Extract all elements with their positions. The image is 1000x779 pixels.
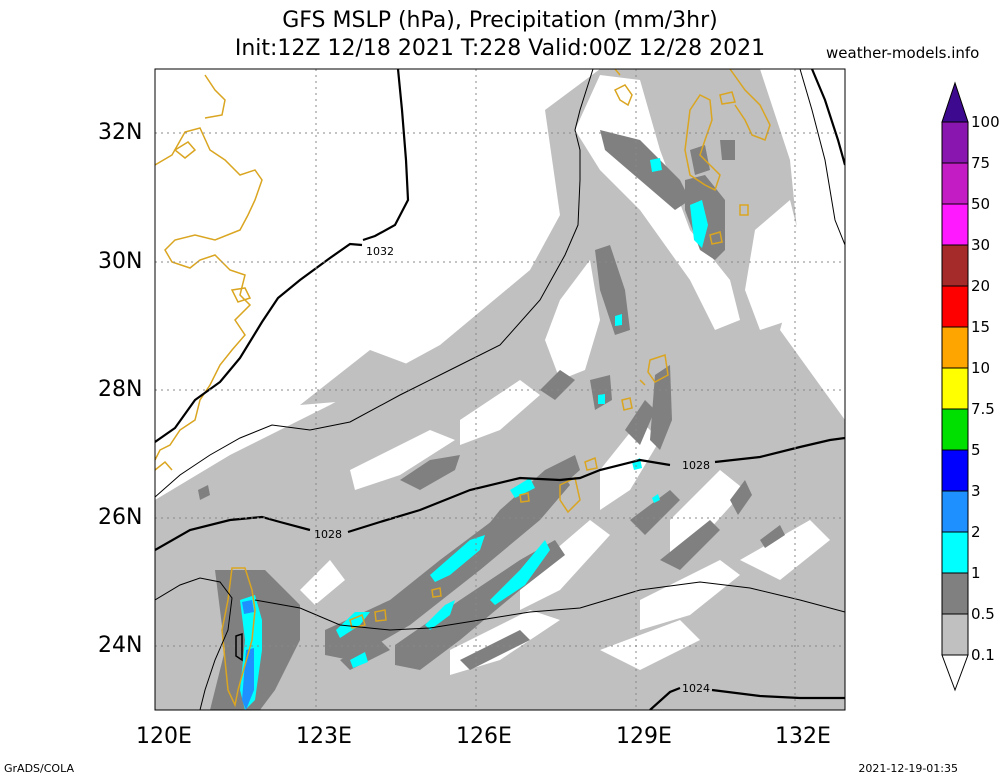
colorbar-cap-top <box>941 81 969 123</box>
map-subtitle: Init:12Z 12/18 2021 T:228 Valid:00Z 12/2… <box>234 36 766 61</box>
map-title: GFS MSLP (hPa), Precipitation (mm/3hr) <box>282 8 718 33</box>
colorbar-swatch <box>941 572 969 615</box>
colorbar-label: 75 <box>971 154 991 172</box>
colorbar-swatch <box>941 531 969 574</box>
isobar-label: 1028 <box>314 528 342 541</box>
isobar-label: 1024 <box>682 682 710 695</box>
colorbar-label: 5 <box>971 441 981 459</box>
footer-timestamp: 2021-12-19-01:35 <box>858 762 958 775</box>
colorbar-swatch <box>941 121 969 164</box>
graticule <box>155 69 845 710</box>
colorbar-label: 3 <box>971 482 981 500</box>
lat-label: 24N <box>98 633 143 658</box>
isobar-label: 1032 <box>366 245 394 258</box>
map-frame <box>154 68 846 711</box>
colorbar-swatch <box>941 285 969 328</box>
colorbar-label: 2 <box>971 523 981 541</box>
lat-label: 26N <box>98 505 143 530</box>
colorbar-swatch <box>941 408 969 451</box>
colorbar-label: 30 <box>971 236 991 254</box>
colorbar-swatch <box>941 162 969 205</box>
colorbar-cap-bottom <box>941 654 969 692</box>
colorbar-label: 15 <box>971 318 991 336</box>
colorbar-label: 20 <box>971 277 991 295</box>
colorbar-swatch <box>941 203 969 246</box>
colorbar-label: 0.1 <box>971 646 995 664</box>
lon-label: 123E <box>296 724 352 749</box>
colorbar-label: 1 <box>971 564 981 582</box>
footer-credit: GrADS/COLA <box>4 762 74 775</box>
colorbar-swatch <box>941 449 969 492</box>
colorbar-label: 10 <box>971 359 991 377</box>
precipitation-field <box>155 69 845 710</box>
lon-label: 120E <box>136 724 192 749</box>
colorbar-swatch <box>941 613 969 656</box>
lat-label: 28N <box>98 377 143 402</box>
colorbar-swatch <box>941 367 969 410</box>
colorbar-swatch <box>941 490 969 533</box>
colorbar <box>941 81 969 692</box>
isobar-label: 1028 <box>682 459 710 472</box>
colorbar-swatch <box>941 326 969 369</box>
colorbar-swatch <box>941 244 969 287</box>
lon-label: 126E <box>456 724 512 749</box>
site-label: weather-models.info <box>826 44 980 62</box>
colorbar-label: 7.5 <box>971 400 995 418</box>
lat-label: 32N <box>98 120 143 145</box>
colorbar-label: 0.5 <box>971 605 995 623</box>
colorbar-label: 50 <box>971 195 991 213</box>
colorbar-label: 100 <box>971 113 1000 131</box>
lon-label: 129E <box>616 724 672 749</box>
lon-label: 132E <box>775 724 831 749</box>
lat-label: 30N <box>98 249 143 274</box>
